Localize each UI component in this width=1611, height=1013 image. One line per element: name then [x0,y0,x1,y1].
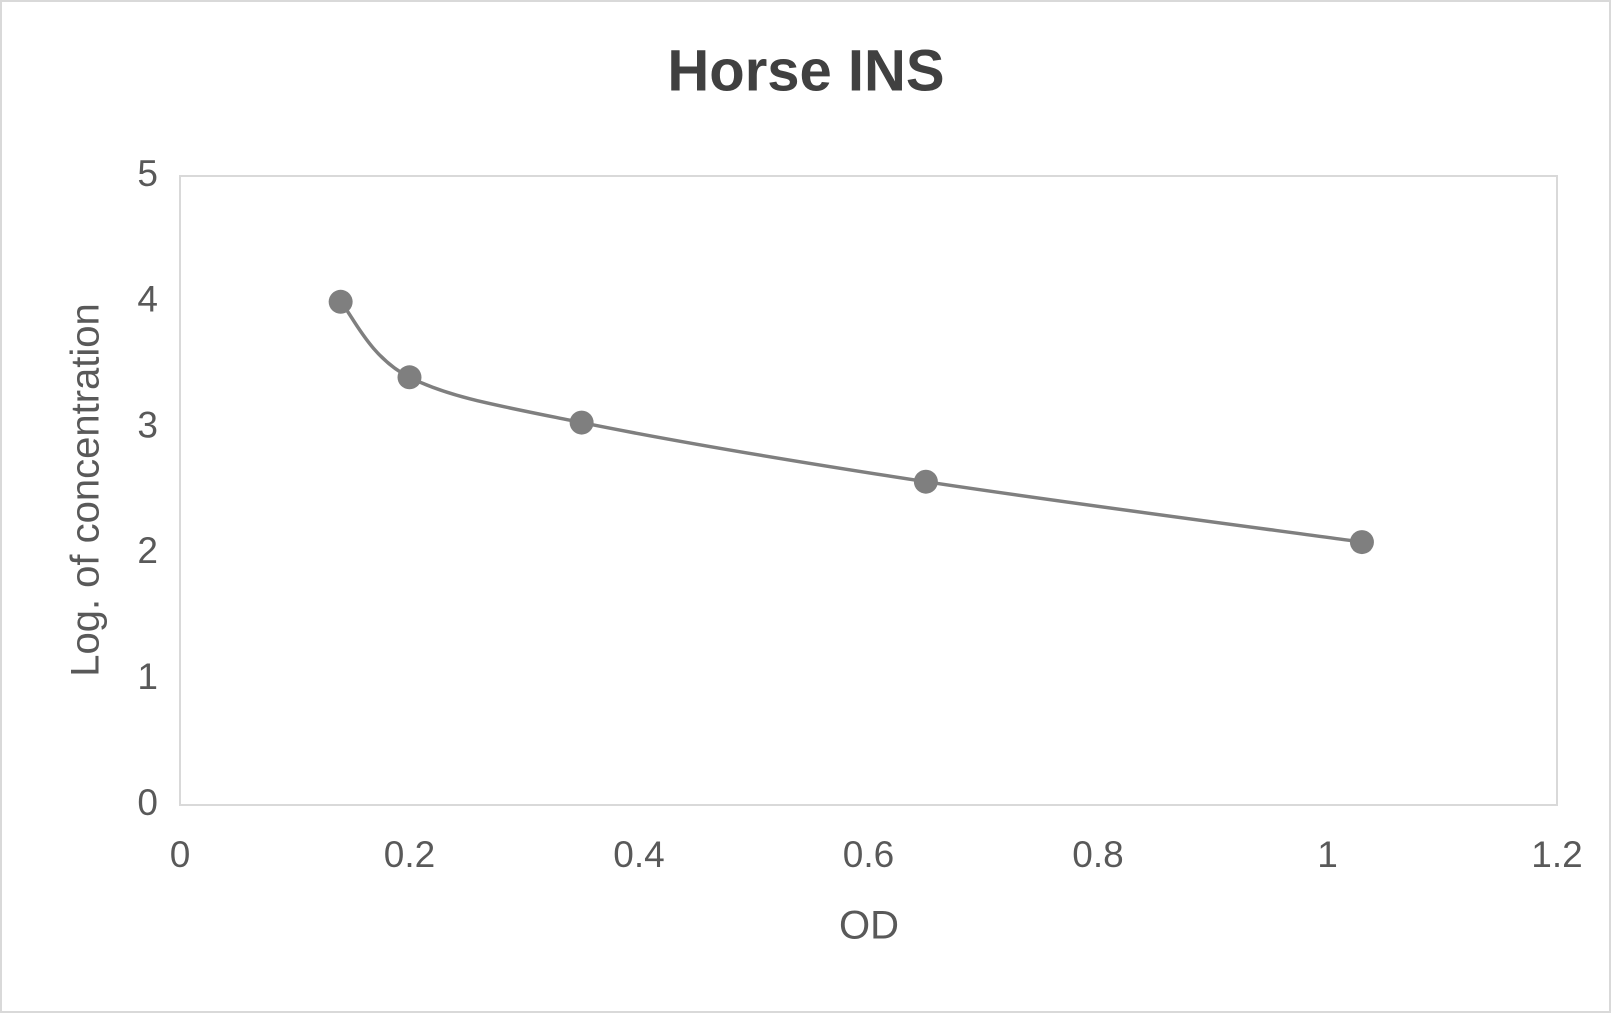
data-point [569,410,594,435]
x-axis-title: OD [839,904,899,948]
x-tick-label: 0 [170,834,191,875]
x-tick-label: 0.2 [384,834,435,875]
data-point [1349,530,1374,555]
plot-area [179,175,1558,806]
y-tick-label: 0 [137,782,158,823]
x-tick-label: 1 [1317,834,1338,875]
y-tick-label: 5 [137,153,158,194]
y-tick-label: 2 [137,530,158,571]
y-tick-label: 1 [137,656,158,697]
x-tick-label: 1.2 [1531,834,1582,875]
data-point [328,289,353,314]
data-point [397,365,422,390]
x-tick-label: 0.8 [1072,834,1123,875]
y-axis-title: Log. of concentration [64,303,108,677]
y-tick-label: 4 [137,279,158,320]
x-tick-label: 0.6 [843,834,894,875]
x-tick-label: 0.4 [613,834,664,875]
data-point [913,469,938,494]
y-tick-label: 3 [137,404,158,445]
chart-title: Horse INS [667,38,944,103]
